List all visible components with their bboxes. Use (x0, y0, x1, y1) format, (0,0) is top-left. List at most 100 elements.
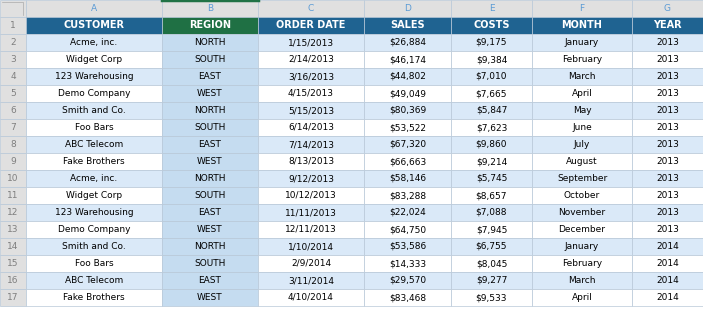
Bar (451, 17, 532, 34)
Bar (258, 204, 364, 221)
Text: $66,663: $66,663 (389, 157, 426, 166)
Bar (364, 153, 451, 170)
Bar (0, 255, 26, 272)
Bar (632, 204, 703, 221)
Text: Acme, inc.: Acme, inc. (70, 38, 117, 47)
Bar (26, 255, 162, 272)
Bar (451, 119, 532, 136)
Bar (0, 0, 26, 17)
Text: 1/10/2014: 1/10/2014 (288, 242, 334, 251)
Bar (451, 68, 532, 85)
Text: August: August (566, 157, 598, 166)
Bar (364, 255, 451, 272)
Bar (26, 221, 162, 238)
Text: 2013: 2013 (656, 225, 679, 234)
Bar (26, 102, 162, 119)
Bar (364, 204, 451, 221)
Bar (632, 221, 703, 238)
Text: Acme, inc.: Acme, inc. (70, 174, 117, 183)
Bar (0, 272, 26, 289)
Bar (364, 85, 451, 102)
Text: SOUTH: SOUTH (194, 55, 226, 64)
Text: A: A (91, 4, 97, 13)
Bar (258, 221, 364, 238)
Text: $9,384: $9,384 (476, 55, 507, 64)
Text: 2013: 2013 (656, 123, 679, 132)
Bar (364, 289, 451, 306)
Text: 2014: 2014 (656, 276, 679, 285)
Text: $83,468: $83,468 (389, 293, 426, 302)
Bar (258, 187, 364, 204)
Text: EAST: EAST (198, 276, 221, 285)
Bar (632, 255, 703, 272)
Text: Widget Corp: Widget Corp (66, 55, 122, 64)
Text: 123 Warehousing: 123 Warehousing (55, 72, 134, 81)
Bar (162, 255, 258, 272)
Text: 2: 2 (10, 38, 15, 47)
Text: 17: 17 (7, 293, 19, 302)
Bar (0, 238, 26, 255)
Bar (532, 238, 632, 255)
Bar (258, 238, 364, 255)
Text: $6,755: $6,755 (476, 242, 508, 251)
Bar (26, 204, 162, 221)
Text: $67,320: $67,320 (389, 140, 426, 149)
Bar (532, 85, 632, 102)
Text: 6: 6 (10, 106, 16, 115)
Text: EAST: EAST (198, 208, 221, 217)
Bar (0, 187, 26, 204)
Text: SOUTH: SOUTH (194, 259, 226, 268)
Text: MONTH: MONTH (562, 20, 602, 30)
Bar (258, 272, 364, 289)
Text: 2014: 2014 (656, 242, 679, 251)
Bar (364, 272, 451, 289)
Text: 7/14/2013: 7/14/2013 (288, 140, 334, 149)
Bar (162, 17, 258, 34)
Text: June: June (572, 123, 592, 132)
Bar (451, 255, 532, 272)
Bar (364, 187, 451, 204)
Bar (258, 34, 364, 51)
Text: NORTH: NORTH (194, 106, 226, 115)
Bar (364, 0, 451, 17)
Bar (162, 0, 258, 17)
Text: $9,860: $9,860 (476, 140, 508, 149)
Bar (0, 102, 26, 119)
Text: 3/16/2013: 3/16/2013 (288, 72, 334, 81)
Bar (0, 153, 26, 170)
Text: September: September (557, 174, 607, 183)
Text: February: February (562, 259, 602, 268)
Bar (532, 68, 632, 85)
Text: $46,174: $46,174 (389, 55, 426, 64)
Text: 2/14/2013: 2/14/2013 (288, 55, 334, 64)
Text: G: G (664, 4, 671, 13)
Text: 8/13/2013: 8/13/2013 (288, 157, 334, 166)
Text: 1/15/2013: 1/15/2013 (288, 38, 334, 47)
Bar (632, 34, 703, 51)
Text: 2013: 2013 (656, 174, 679, 183)
Bar (0, 204, 26, 221)
Bar (162, 102, 258, 119)
Text: 2013: 2013 (656, 55, 679, 64)
Bar (632, 153, 703, 170)
Text: D: D (404, 4, 411, 13)
Text: $53,522: $53,522 (389, 123, 426, 132)
Bar (532, 0, 632, 17)
Bar (451, 102, 532, 119)
Text: 2013: 2013 (656, 191, 679, 200)
Bar (26, 272, 162, 289)
Bar (0, 17, 26, 34)
Text: December: December (558, 225, 605, 234)
Text: $8,657: $8,657 (476, 191, 508, 200)
Text: 12: 12 (7, 208, 19, 217)
Bar (364, 238, 451, 255)
Bar (632, 85, 703, 102)
Bar (364, 34, 451, 51)
Text: SALES: SALES (390, 20, 425, 30)
Bar (162, 221, 258, 238)
Bar (532, 34, 632, 51)
Bar (26, 289, 162, 306)
Text: REGION: REGION (189, 20, 231, 30)
Text: February: February (562, 55, 602, 64)
Bar (632, 17, 703, 34)
